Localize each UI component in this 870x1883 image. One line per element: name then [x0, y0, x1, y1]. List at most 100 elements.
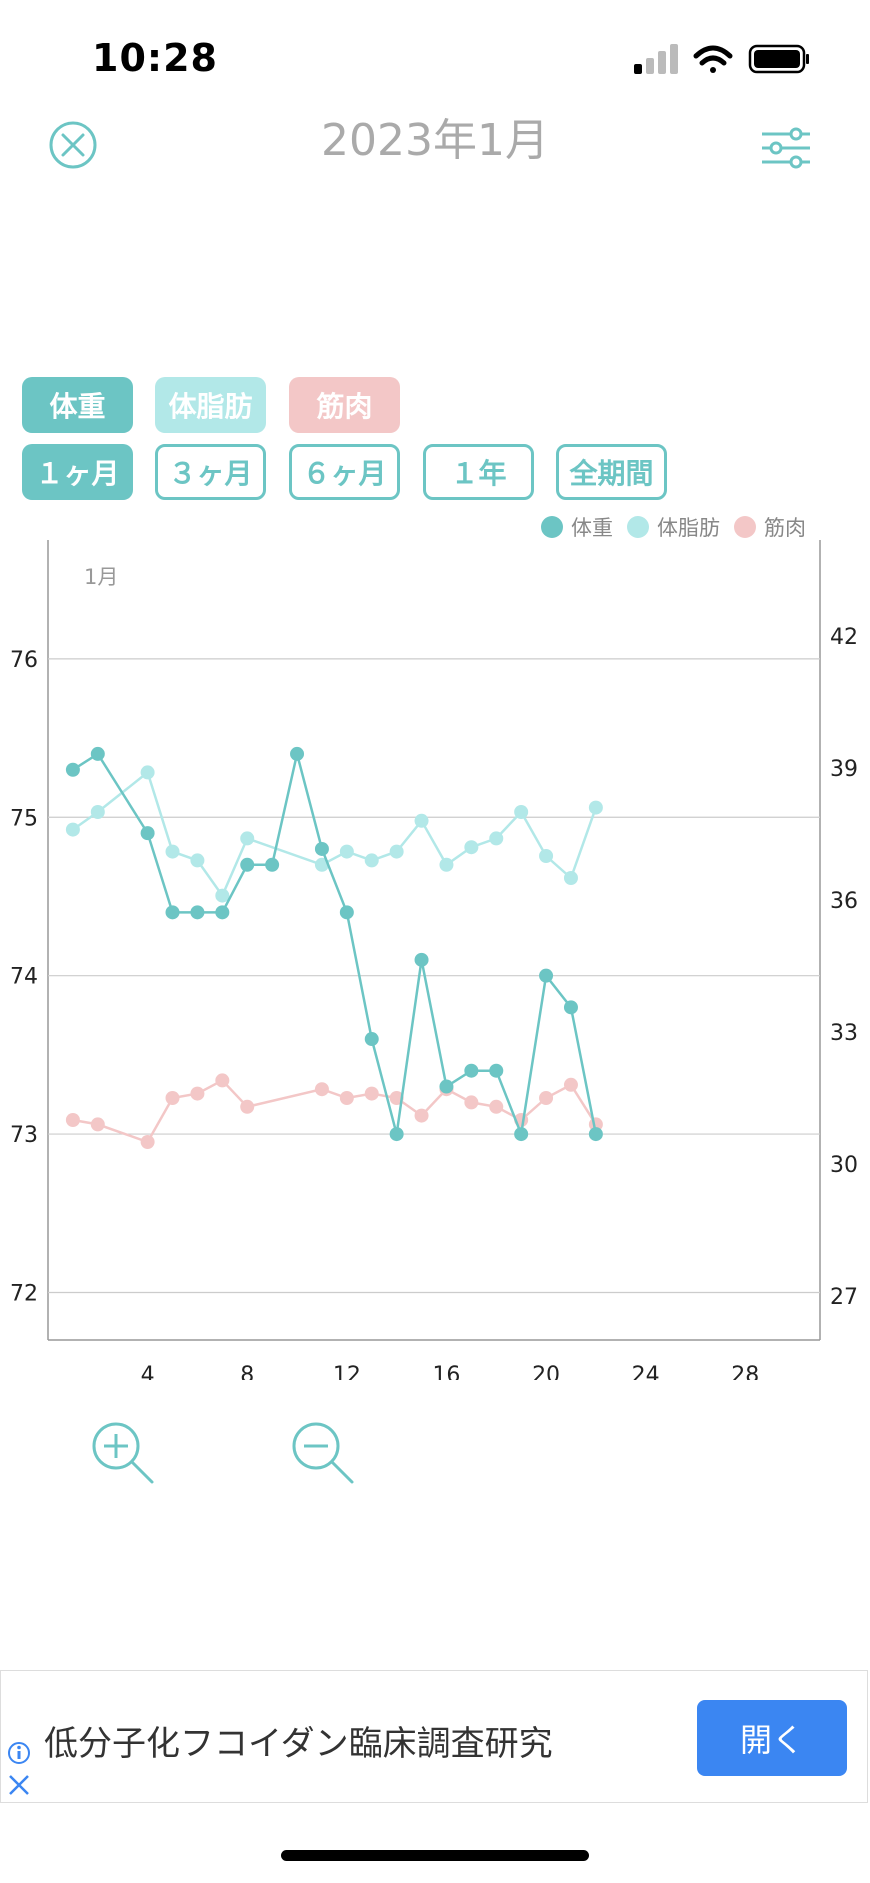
- data-point: [140, 826, 155, 841]
- x-tick-label: 20: [532, 1363, 560, 1380]
- data-point: [65, 762, 80, 777]
- data-point: [489, 1099, 504, 1114]
- page-title: 2023年1月: [321, 115, 549, 166]
- data-point: [65, 822, 80, 837]
- data-point: [539, 968, 554, 983]
- data-point: [464, 1063, 479, 1078]
- y-right-tick-label: 36: [830, 889, 858, 914]
- data-point: [563, 871, 578, 885]
- legend-dot: [734, 516, 756, 538]
- data-point: [90, 1117, 105, 1132]
- status-indicators: [634, 44, 809, 74]
- data-point: [389, 1127, 404, 1142]
- data-point: [514, 805, 529, 819]
- y-left-tick-label: 73: [10, 1123, 38, 1148]
- status-time: 10:28: [92, 36, 218, 80]
- legend-dot: [541, 516, 563, 538]
- data-point: [539, 1091, 554, 1105]
- y-right-tick-label: 42: [830, 625, 858, 650]
- data-point: [563, 1077, 578, 1092]
- home-indicator: [281, 1850, 589, 1861]
- x-tick-label: 4: [141, 1363, 155, 1380]
- data-point: [140, 765, 155, 780]
- x-tick-label: 28: [731, 1363, 759, 1380]
- tab-3-months[interactable]: ３ヶ月: [155, 444, 266, 500]
- data-point: [190, 1086, 205, 1101]
- data-point: [464, 840, 479, 855]
- data-point: [190, 905, 205, 920]
- data-point: [514, 1127, 529, 1142]
- y-right-tick-label: 33: [830, 1021, 858, 1046]
- y-left-tick-label: 76: [10, 648, 38, 673]
- weight-chart[interactable]: 76 75 74 73 72 42 39 36 33 30 27 4 8 12 16 20 24 28 1月: [0, 540, 870, 1380]
- data-point: [265, 857, 280, 872]
- data-point: [215, 905, 230, 920]
- ad-info-icon[interactable]: [6, 1740, 32, 1796]
- data-point: [314, 1082, 329, 1097]
- battery-icon: [748, 44, 809, 74]
- data-point: [439, 1079, 454, 1094]
- data-point: [489, 831, 504, 846]
- legend-label: 筋肉: [764, 516, 806, 540]
- data-point: [65, 1113, 80, 1127]
- legend-muscle: 筋肉: [734, 512, 806, 542]
- data-point: [314, 857, 329, 872]
- data-point: [414, 1108, 429, 1123]
- tab-all-period[interactable]: 全期間: [556, 444, 667, 500]
- tab-6-months[interactable]: ６ヶ月: [289, 444, 400, 500]
- settings-sliders-icon[interactable]: [760, 124, 812, 170]
- tab-body-fat[interactable]: 体脂肪: [155, 377, 266, 433]
- data-point: [90, 746, 105, 761]
- data-point: [165, 905, 180, 920]
- data-point: [364, 853, 379, 868]
- tab-muscle[interactable]: 筋肉: [289, 377, 400, 433]
- data-point: [339, 844, 354, 859]
- data-point: [364, 1032, 379, 1047]
- cellular-signal-icon: [634, 44, 678, 74]
- data-point: [464, 1095, 479, 1110]
- data-point: [240, 831, 255, 846]
- legend-label: 体脂肪: [657, 516, 720, 540]
- data-point: [90, 805, 105, 819]
- data-point: [339, 1091, 354, 1105]
- y-left-tick-label: 75: [10, 806, 38, 831]
- x-tick-label: 24: [632, 1363, 660, 1380]
- legend-weight: 体重: [541, 512, 613, 542]
- data-point: [290, 746, 305, 761]
- tab-weight[interactable]: 体重: [22, 377, 133, 433]
- zoom-in-icon[interactable]: [90, 1420, 156, 1486]
- data-point: [190, 853, 205, 868]
- data-point: [439, 857, 454, 872]
- data-point: [165, 1091, 180, 1105]
- tab-1-year[interactable]: １年: [423, 444, 534, 500]
- legend-label: 体重: [571, 516, 613, 540]
- data-point: [588, 1127, 603, 1142]
- y-right-tick-label: 30: [830, 1153, 858, 1178]
- y-left-tick-label: 74: [10, 965, 38, 990]
- data-point: [389, 844, 404, 859]
- y-left-tick-label: 72: [10, 1281, 38, 1306]
- data-point: [240, 1099, 255, 1114]
- data-point: [240, 857, 255, 872]
- data-point: [339, 905, 354, 920]
- ad-open-button[interactable]: 開く: [697, 1700, 847, 1776]
- x-tick-label: 16: [432, 1363, 460, 1380]
- data-point: [588, 800, 603, 815]
- legend-dot: [627, 516, 649, 538]
- data-point: [563, 1000, 578, 1015]
- data-point: [215, 888, 230, 903]
- month-label: 1月: [84, 565, 118, 589]
- data-point: [414, 813, 429, 828]
- x-tick-label: 8: [240, 1363, 254, 1380]
- data-point: [165, 844, 180, 859]
- legend-body-fat: 体脂肪: [627, 512, 720, 542]
- data-point: [314, 841, 329, 856]
- wifi-icon: [693, 45, 733, 73]
- y-right-tick-label: 39: [830, 757, 858, 782]
- tab-1-month[interactable]: １ヶ月: [22, 444, 133, 500]
- y-right-tick-label: 27: [830, 1285, 858, 1310]
- ad-text: 低分子化フコイダン臨床調査研究: [44, 1724, 553, 1764]
- data-point: [140, 1135, 155, 1149]
- close-icon[interactable]: [48, 120, 98, 170]
- zoom-out-icon[interactable]: [290, 1420, 356, 1486]
